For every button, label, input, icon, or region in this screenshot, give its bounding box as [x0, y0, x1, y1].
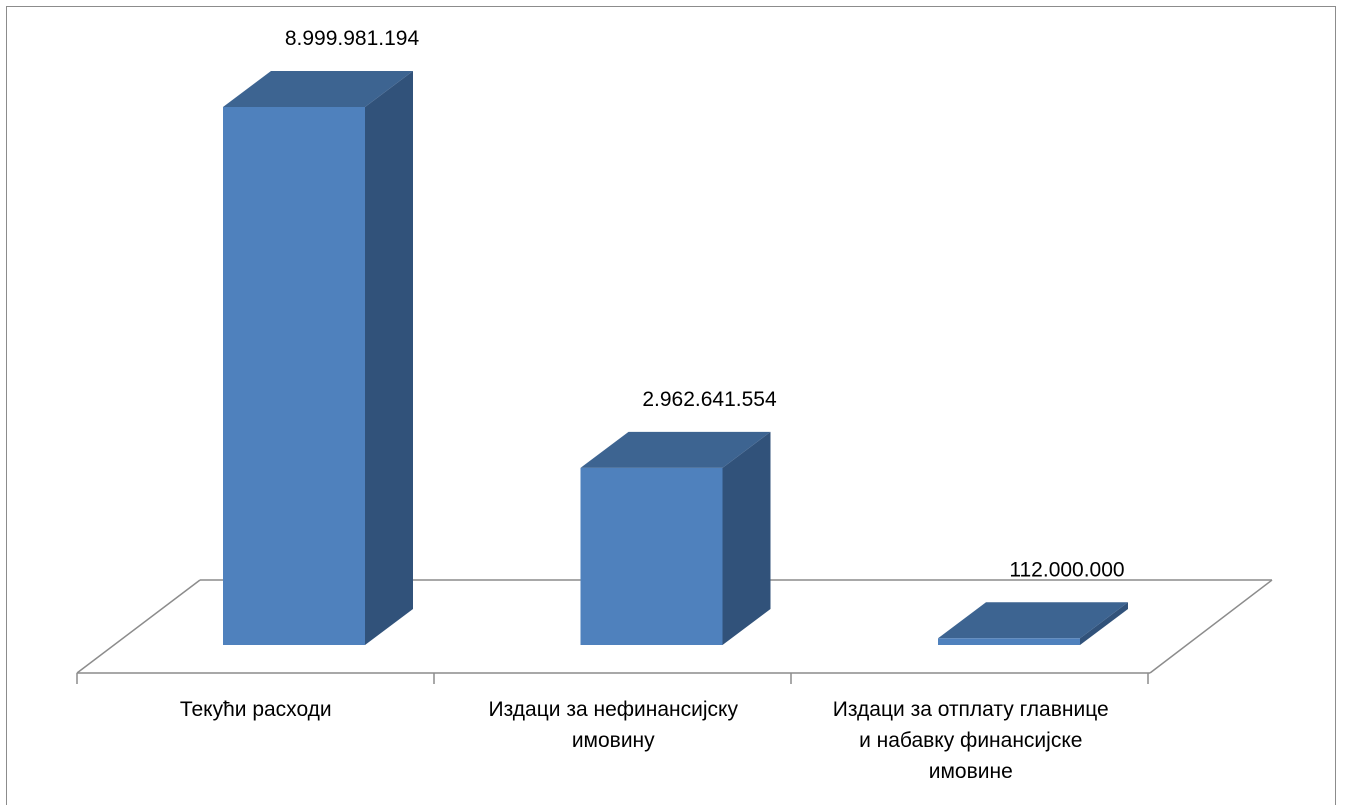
category-label-line: имовину [572, 729, 655, 752]
category-label-line: Издаци за нефинансијску [489, 698, 739, 721]
floor-right-edge [1149, 579, 1273, 674]
value-labels: 8.999.981.194 2.962.641.554 112.000.000 [285, 27, 1125, 581]
category-label: Текући расходи [180, 698, 332, 721]
bar-top-face [938, 602, 1128, 639]
bar-top-face [223, 71, 413, 108]
bar-top-face [580, 431, 771, 468]
category-label: Издаци за нефинансијску имовину [489, 698, 739, 752]
bar-front-face [223, 107, 365, 646]
category-label-line: имовине [929, 760, 1013, 783]
bar-side-face [365, 71, 413, 646]
bars [223, 71, 1128, 646]
category-label-line: Издаци за отплату главнице [833, 698, 1109, 721]
category-label-line: и набавку финансијске [859, 729, 1082, 752]
category-label: Издаци за отплату главнице и набавку фина… [833, 698, 1109, 783]
bar-2 [580, 431, 771, 645]
bar-side-face [722, 431, 771, 645]
value-label: 112.000.000 [1009, 558, 1124, 581]
category-label-line: Текући расходи [180, 698, 332, 721]
bar-1 [223, 71, 413, 646]
value-label: 2.962.641.554 [642, 388, 777, 411]
bar-3 [938, 602, 1128, 645]
floor-left-edge [76, 579, 201, 674]
category-labels: Текући расходи Издаци за нефинансијску имо… [180, 698, 1109, 783]
bar-front-face [938, 638, 1080, 645]
bar-side-face [1080, 602, 1128, 645]
bar-front-face [580, 467, 723, 645]
value-label: 8.999.981.194 [285, 27, 420, 50]
